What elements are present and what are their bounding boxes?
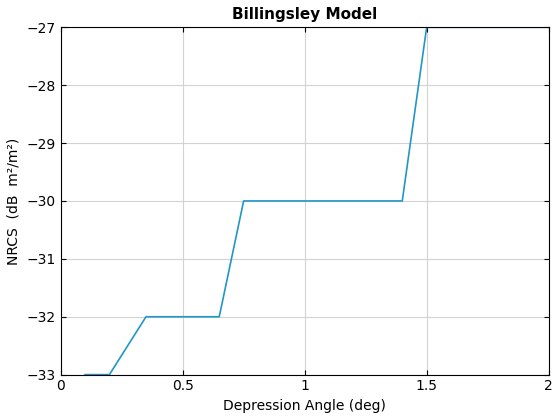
Y-axis label: NRCS  (dB  m²/m²): NRCS (dB m²/m²) xyxy=(7,137,21,265)
Title: Billingsley Model: Billingsley Model xyxy=(232,7,377,22)
X-axis label: Depression Angle (deg): Depression Angle (deg) xyxy=(223,399,386,413)
